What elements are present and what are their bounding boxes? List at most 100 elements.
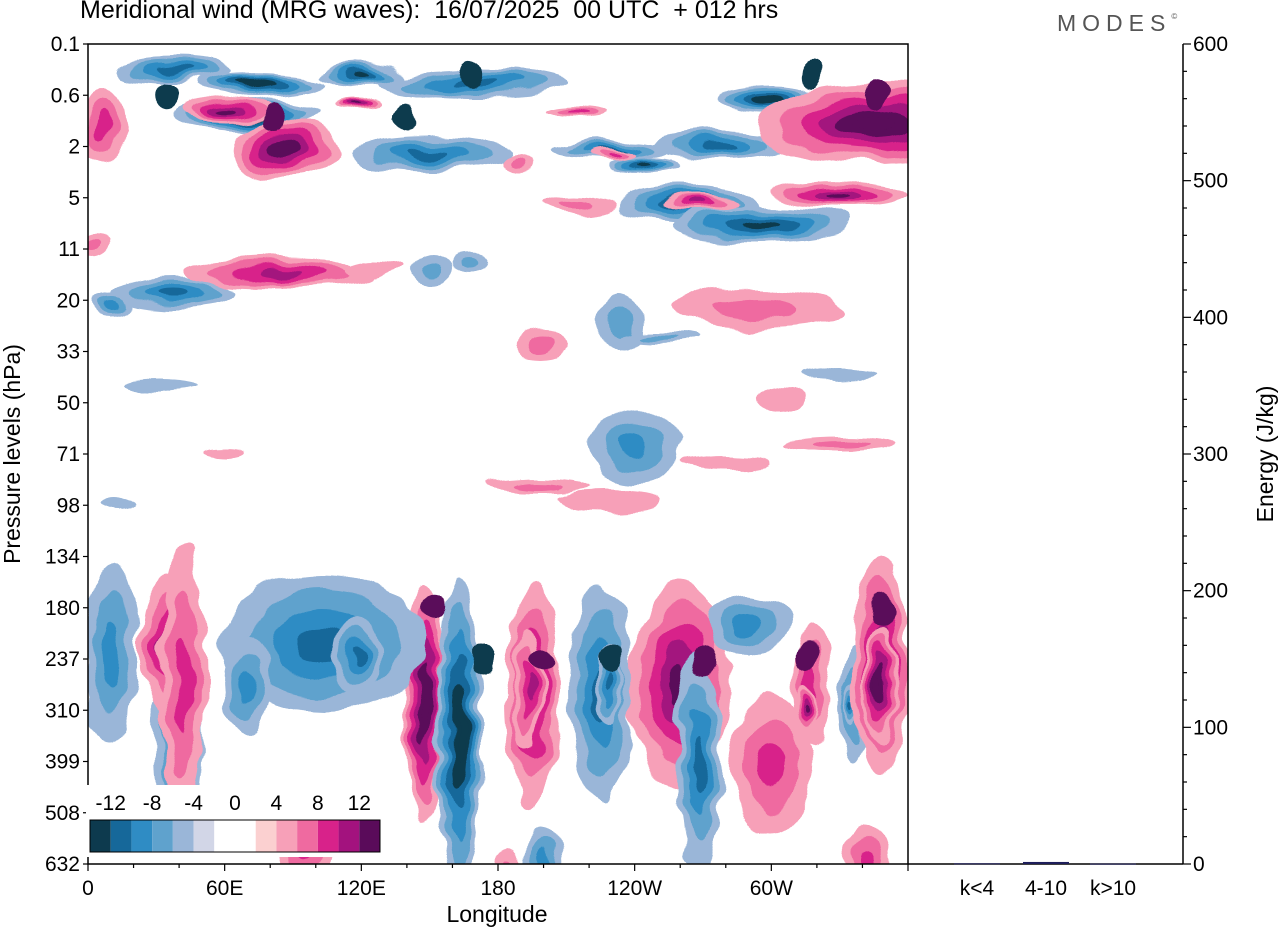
colorbar-cell <box>214 820 235 852</box>
wind-contour <box>812 440 867 448</box>
wind-contour <box>176 637 192 731</box>
wind-contour <box>557 489 658 509</box>
wind-contour <box>609 309 633 339</box>
wind-contour <box>564 110 587 114</box>
x-tick-label: 180 <box>480 877 515 900</box>
colorbar-label: 4 <box>271 792 283 815</box>
colorbar-label: 12 <box>348 792 371 815</box>
wind-contour <box>806 704 810 714</box>
wind-contour <box>239 667 255 701</box>
wind-contour <box>421 684 429 724</box>
colorbar-cell <box>110 820 132 852</box>
wind-contour <box>529 337 558 351</box>
colorbar-cell <box>255 820 277 852</box>
energy-category-label: 4-10 <box>1025 877 1067 900</box>
wind-core <box>868 593 893 622</box>
y-tick-label: 310 <box>45 699 80 722</box>
y-tick-label: 71 <box>57 443 80 466</box>
y-tick-label: 0.1 <box>51 33 80 56</box>
energy-axis-title: Energy (J/kg) <box>1252 386 1278 523</box>
wind-contour <box>159 67 190 73</box>
wind-contour <box>523 674 532 704</box>
wind-contour <box>759 386 806 414</box>
wind-contour <box>537 850 550 864</box>
wind-contour <box>704 140 739 148</box>
wind-contour <box>851 837 883 864</box>
y-tick-label: 632 <box>45 853 80 876</box>
brand-mark: © <box>1171 12 1178 21</box>
x-tick-label: 60E <box>206 877 243 900</box>
wind-contour <box>97 496 134 512</box>
wind-contour <box>511 158 530 166</box>
wind-contour <box>124 378 198 390</box>
y-axis-title: Pressure levels (hPa) <box>0 344 25 564</box>
wind-contour <box>758 96 776 102</box>
y-tick-label: 180 <box>45 597 80 620</box>
energy-bar <box>1090 863 1136 865</box>
wind-core <box>695 645 720 673</box>
x-tick-label: 0 <box>82 877 94 900</box>
wind-contour <box>101 624 120 684</box>
wind-contour <box>504 859 515 864</box>
y-tick-label: 33 <box>57 341 80 364</box>
colorbar-cell <box>297 820 318 852</box>
colorbar: -12 -8 -4 0 4 8 12 <box>86 785 384 857</box>
colorbar-cell <box>359 820 380 852</box>
wind-contour <box>345 258 401 274</box>
wind-core <box>795 645 820 673</box>
colorbar-cell <box>152 820 173 852</box>
wind-contour <box>461 259 480 269</box>
wind-core <box>422 593 447 622</box>
wind-contour <box>826 191 854 197</box>
colorbar-cell <box>172 820 194 852</box>
wind-contour <box>211 446 248 456</box>
wind-field <box>88 58 908 864</box>
energy-tick-label: 200 <box>1193 580 1228 603</box>
x-tick-label: 120W <box>607 877 662 900</box>
wind-contour <box>351 646 363 666</box>
wind-contour <box>689 202 708 206</box>
wind-contour <box>88 237 102 251</box>
wind-contour <box>248 82 270 86</box>
wind-contour <box>496 844 523 864</box>
wind-contour <box>798 368 881 380</box>
pressure-axis: 0.1 0.6 2 5 11 20 33 50 71 98 134 180 237 310 399 508 63… <box>45 33 88 876</box>
energy-bars: k<4 4-10 k>10 <box>954 861 1136 900</box>
wind-contour <box>455 707 464 761</box>
wind-contour <box>409 149 451 159</box>
wind-core <box>155 81 180 110</box>
y-tick-label: 399 <box>45 751 80 774</box>
wind-core <box>470 645 495 673</box>
wind-contour <box>418 261 442 277</box>
wind-contour <box>352 104 362 108</box>
wind-contour <box>878 674 884 694</box>
wind-contour <box>757 740 785 788</box>
energy-tick-label: 400 <box>1193 306 1228 329</box>
wind-core <box>394 103 419 131</box>
colorbar-cell <box>90 820 111 852</box>
x-tick-label: 120E <box>337 877 386 900</box>
x-axis-title: Longitude <box>446 901 547 927</box>
colorbar-cell <box>276 820 298 852</box>
y-tick-label: 508 <box>45 802 80 825</box>
colorbar-cell <box>131 820 153 852</box>
energy-axis: 0 100 200 300 400 500 600 <box>1183 33 1228 876</box>
wind-contour <box>680 454 772 470</box>
wind-contour <box>606 674 613 694</box>
wind-contour <box>559 199 596 209</box>
y-tick-label: 237 <box>45 648 80 671</box>
colorbar-label: -12 <box>96 792 126 815</box>
y-tick-label: 20 <box>57 289 80 312</box>
energy-panel: 0 100 200 300 400 500 600 k<4 4-10 k>10 Energy (… <box>908 33 1278 900</box>
y-tick-label: 134 <box>45 546 80 569</box>
wind-contour <box>741 220 779 228</box>
wind-contour <box>692 736 705 792</box>
energy-category-label: k<4 <box>960 877 995 900</box>
colorbar-label: -8 <box>143 792 162 815</box>
energy-bar <box>1023 861 1069 864</box>
wind-contour <box>104 300 117 308</box>
colorbar-frame <box>89 819 381 853</box>
wind-contour <box>257 268 306 276</box>
colorbar-cell <box>235 820 256 852</box>
